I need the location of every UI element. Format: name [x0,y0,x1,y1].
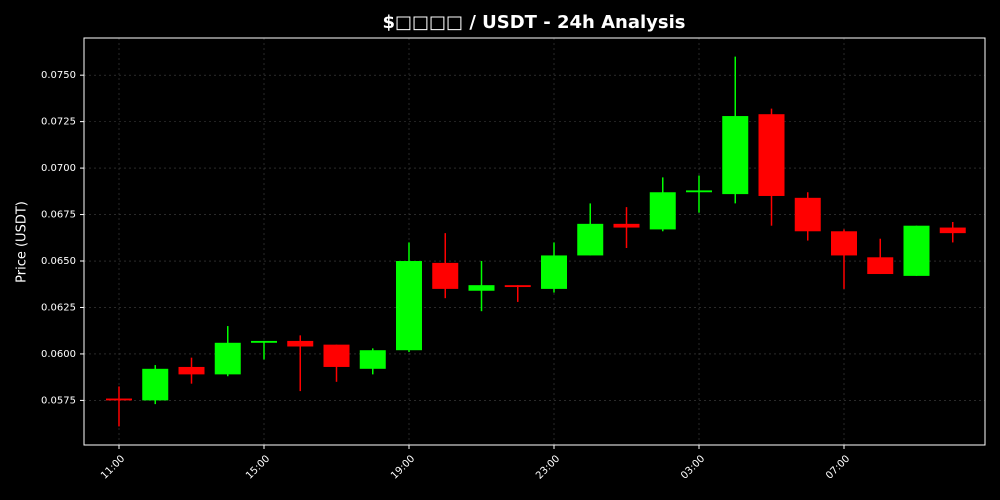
x-tick-label: 19:00 [389,453,417,481]
candle-body [468,285,495,291]
candle-body [722,116,749,195]
x-tick-label: 03:00 [679,453,707,481]
y-tick-label: 0.0725 [41,117,76,128]
candle-body [106,398,132,401]
y-axis-label: Price (USDT) [15,201,30,283]
candle-body [577,223,604,256]
candle-body [432,262,459,289]
candle-body [903,225,930,276]
y-tick-label: 0.0625 [41,302,76,313]
candle-body [867,257,894,275]
x-tick-label: 15:00 [244,453,272,481]
candle-body [359,350,386,369]
candle-body [214,342,241,375]
candle-body [758,114,785,196]
candle-body [686,190,712,193]
candle-body [251,340,277,343]
candle-body [323,344,350,367]
candle-body [287,340,314,347]
candle-body [541,255,567,289]
y-tick-label: 0.0750 [41,70,76,81]
x-tick-label: 23:00 [534,453,562,481]
candle-body [831,231,857,256]
marks-layer [106,56,966,427]
y-tick-label: 0.0700 [41,163,76,174]
y-tick-label: 0.0575 [41,395,76,406]
candle-body [178,366,205,375]
candle-body [794,197,821,232]
plot-frame [83,37,986,446]
candle-body [504,285,531,288]
y-tick-label: 0.0600 [41,349,76,360]
x-tick-label: 11:00 [99,453,127,481]
candle-body [649,192,676,230]
y-tick-label: 0.0675 [41,210,76,221]
candle-body [142,368,169,401]
candle-body [613,223,640,228]
candle-body [396,261,422,351]
x-tick-label: 07:00 [824,453,852,481]
chart-title: $□□□□ / USDT - 24h Analysis [383,12,686,33]
y-tick-label: 0.0650 [41,256,76,267]
candle-body [939,227,966,234]
